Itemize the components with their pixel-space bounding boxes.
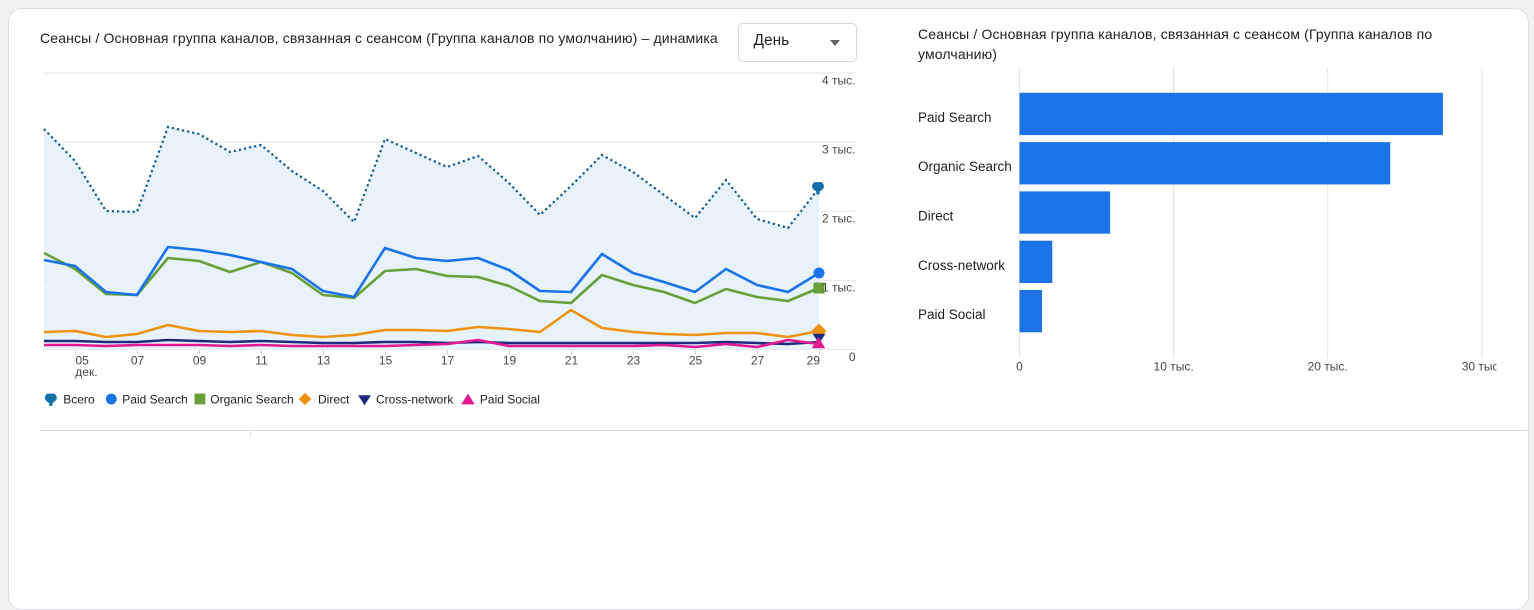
svg-text:3 тыс.: 3 тыс. xyxy=(822,143,855,157)
svg-text:Cross-network: Cross-network xyxy=(376,393,454,407)
svg-text:20 тыс.: 20 тыс. xyxy=(1308,360,1348,374)
svg-text:Direct: Direct xyxy=(918,209,954,224)
svg-text:2 тыс.: 2 тыс. xyxy=(822,212,855,226)
svg-text:05: 05 xyxy=(76,354,90,368)
svg-text:Organic Search: Organic Search xyxy=(210,393,293,407)
svg-text:Organic Search: Organic Search xyxy=(918,159,1012,174)
svg-text:11: 11 xyxy=(255,354,268,368)
svg-text:Paid Social: Paid Social xyxy=(918,307,986,322)
svg-text:Paid Search: Paid Search xyxy=(918,110,992,125)
svg-text:Всего: Всего xyxy=(63,393,95,407)
svg-text:07: 07 xyxy=(131,354,145,368)
svg-text:0: 0 xyxy=(849,350,856,364)
svg-text:4 тыс.: 4 тыс. xyxy=(822,74,855,88)
svg-text:10 тыс.: 10 тыс. xyxy=(1154,360,1194,374)
svg-text:30 тыс.: 30 тыс. xyxy=(1462,360,1502,374)
svg-text:17: 17 xyxy=(441,354,455,368)
svg-text:Paid Search: Paid Search xyxy=(122,393,187,407)
svg-text:дек.: дек. xyxy=(75,365,97,379)
svg-text:21: 21 xyxy=(565,354,579,368)
svg-text:23: 23 xyxy=(627,354,641,368)
svg-text:Paid Social: Paid Social xyxy=(480,393,540,407)
svg-text:1 тыс.: 1 тыс. xyxy=(822,281,855,295)
svg-text:09: 09 xyxy=(193,354,207,368)
svg-text:Direct: Direct xyxy=(318,393,350,407)
svg-text:0: 0 xyxy=(1016,360,1023,374)
svg-text:29: 29 xyxy=(807,354,821,368)
svg-text:19: 19 xyxy=(503,354,517,368)
svg-text:15: 15 xyxy=(379,354,393,368)
svg-text:25: 25 xyxy=(689,354,703,368)
svg-text:13: 13 xyxy=(317,354,331,368)
svg-text:Cross-network: Cross-network xyxy=(918,258,1005,273)
svg-text:27: 27 xyxy=(751,354,765,368)
